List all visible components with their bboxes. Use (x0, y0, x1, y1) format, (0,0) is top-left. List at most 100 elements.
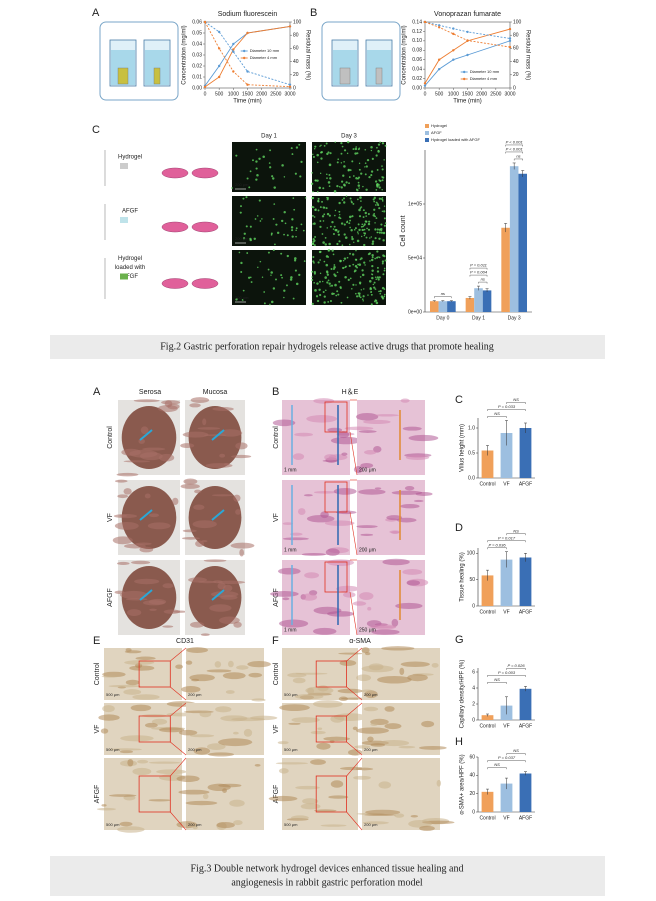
texture (340, 697, 369, 700)
y2-tick-label: 80 (513, 33, 519, 39)
zoom-box (315, 660, 348, 688)
cell (355, 146, 357, 148)
texture (421, 720, 435, 728)
texture (190, 621, 205, 628)
cell (367, 213, 370, 216)
texture (360, 533, 374, 536)
x-tick-label: 2500 (270, 91, 281, 97)
texture (317, 727, 323, 730)
texture (125, 679, 140, 686)
y2-tick-label: 40 (293, 59, 299, 65)
texture (359, 592, 374, 601)
cell (320, 144, 322, 147)
texture (123, 488, 132, 495)
cell (327, 300, 330, 303)
cell (338, 280, 341, 283)
cell (291, 235, 294, 238)
cell (381, 262, 384, 265)
cell (352, 202, 355, 205)
cell (373, 200, 376, 203)
cell (343, 160, 345, 163)
texture (100, 728, 109, 734)
texture (218, 783, 242, 788)
cell (323, 260, 326, 263)
texture (312, 627, 337, 635)
bar (519, 688, 532, 720)
cell (357, 233, 359, 235)
arrow (139, 509, 153, 521)
x-tick-label: Day 0 (436, 315, 449, 321)
x-tick-label: 0 (424, 91, 427, 97)
cell (344, 236, 348, 239)
texture (291, 717, 320, 723)
cell (295, 235, 297, 238)
cell (369, 287, 373, 291)
texture (120, 735, 154, 742)
y-axis-label: Villus height (mm) (460, 424, 466, 472)
cell (241, 298, 244, 301)
texture (378, 781, 392, 789)
cell (356, 189, 359, 192)
y2-tick-label: 100 (513, 19, 522, 25)
cell (360, 289, 363, 291)
cell (319, 172, 322, 175)
cell (242, 197, 245, 200)
cell (357, 263, 359, 266)
texture (215, 706, 232, 713)
column-header: Mucosa (203, 389, 228, 396)
texture (358, 489, 386, 495)
cell (376, 276, 380, 279)
legend-label: Hydrogel loaded with AFGF (431, 137, 480, 142)
cell (371, 264, 374, 268)
row-label: Control (273, 662, 280, 685)
cell (376, 182, 379, 186)
cell (364, 148, 367, 151)
texture (189, 403, 201, 408)
cell (302, 229, 305, 232)
cell (250, 281, 253, 283)
cell (379, 292, 382, 295)
cell (356, 295, 359, 298)
texture (197, 427, 221, 430)
sig-bracket (469, 274, 488, 277)
cell (255, 148, 258, 151)
cell (243, 232, 246, 235)
cell (383, 269, 386, 272)
y-tick-label: 0.06 (412, 57, 422, 63)
legend-label: AFGF (431, 130, 442, 135)
cell (240, 205, 242, 208)
texture (202, 793, 209, 800)
panel-label: C (92, 124, 100, 136)
cell (371, 254, 374, 257)
cell (318, 186, 321, 189)
x-tick-label: Control (479, 481, 495, 487)
cell (383, 217, 386, 220)
petri-dish (161, 278, 189, 289)
texture (134, 578, 160, 585)
cell (374, 257, 377, 260)
bar (481, 575, 494, 606)
cell (280, 252, 283, 255)
hydrogel (120, 163, 128, 169)
y-tick-label: 0.05 (192, 30, 202, 36)
y2-tick-label: 100 (293, 19, 302, 25)
cell (325, 289, 327, 292)
cell (334, 214, 336, 217)
cell (383, 267, 386, 270)
texture (217, 580, 246, 584)
texture (391, 618, 399, 627)
cell (311, 214, 314, 217)
zoom-box (138, 715, 171, 743)
y-tick-label: 0.03 (192, 52, 202, 58)
cell (325, 255, 329, 258)
texture (328, 795, 349, 799)
cell (347, 169, 350, 172)
cell (299, 175, 302, 178)
zoom-line (346, 702, 363, 717)
scale-bar-label: 200 μm (364, 822, 378, 827)
cell (364, 166, 366, 168)
cell (371, 242, 374, 246)
cell (375, 301, 379, 305)
texture (320, 824, 347, 827)
condition-label: AFGF (122, 209, 138, 215)
